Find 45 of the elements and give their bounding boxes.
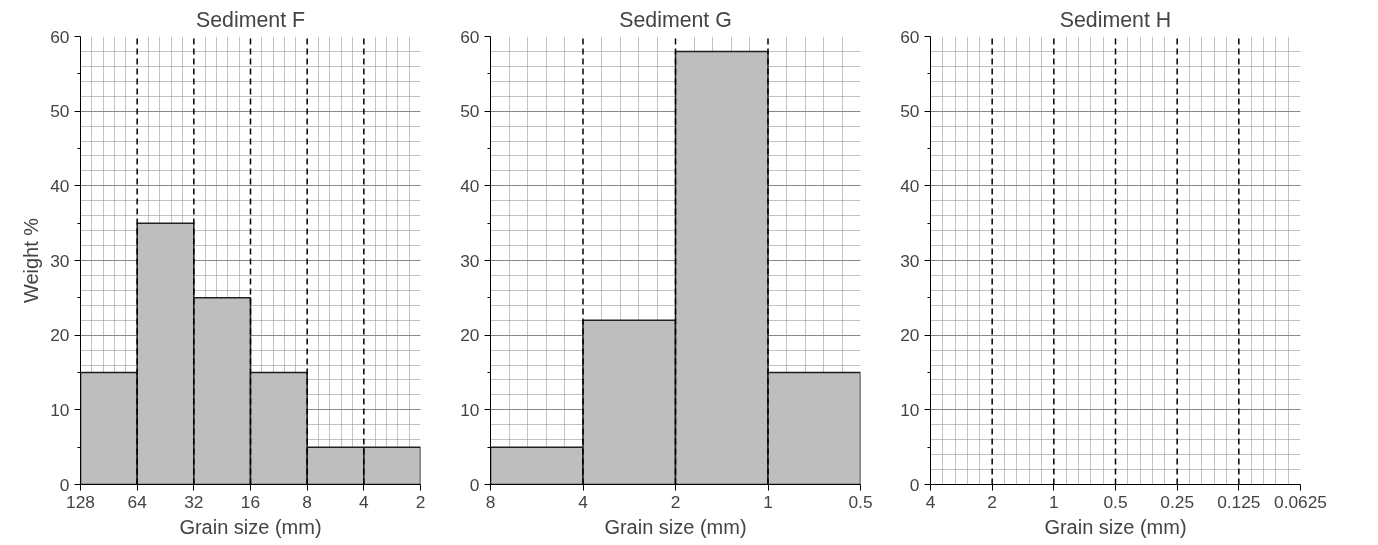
x-tick-label: 2 [415, 491, 426, 512]
y-tick-label: 50 [460, 101, 480, 122]
x-tick-label: 64 [127, 491, 148, 512]
x-tick-label: 0.5 [1103, 491, 1128, 512]
y-tick-label: 40 [900, 175, 920, 196]
x-tick-label: 4 [578, 491, 589, 512]
y-tick-label: 40 [50, 175, 70, 196]
y-tick-label: 30 [460, 250, 480, 271]
x-tick-label: 8 [302, 491, 312, 512]
y-axis-title: Weight % [20, 217, 43, 304]
chart-title: Sediment F [195, 7, 306, 32]
y-tick-label: 10 [50, 399, 70, 420]
x-tick-label: 4 [925, 491, 936, 512]
x-tick-label: 1 [763, 491, 773, 512]
y-tick-label: 20 [900, 325, 920, 346]
y-tick-label: 0 [909, 474, 920, 495]
y-tick-label: 40 [460, 175, 480, 196]
y-tick-label: 50 [900, 101, 920, 122]
x-tick-label: 1 [1049, 491, 1059, 512]
y-tick-label: 20 [50, 325, 70, 346]
y-tick-label: 60 [460, 26, 480, 47]
x-tick-label: 0.0625 [1274, 491, 1327, 512]
y-tick-label: 50 [50, 101, 70, 122]
chart-title: Sediment H [1059, 7, 1172, 32]
y-tick-label: 10 [900, 399, 920, 420]
x-axis-title: Grain size (mm) [1044, 515, 1187, 538]
x-tick-label: 0.5 [848, 491, 873, 512]
x-tick-label: 16 [240, 491, 261, 512]
y-tick-label: 30 [900, 250, 920, 271]
x-tick-label: 0.125 [1217, 491, 1261, 512]
y-tick-label: 10 [460, 399, 480, 420]
x-tick-label: 2 [987, 491, 997, 512]
x-axis-title: Grain size (mm) [604, 515, 747, 538]
y-tick-label: 60 [50, 26, 70, 47]
y-tick-label: 30 [50, 250, 70, 271]
x-tick-label: 32 [184, 491, 204, 512]
x-axis-title: Grain size (mm) [179, 515, 322, 538]
x-tick-label: 0.25 [1160, 491, 1195, 512]
x-tick-label: 8 [485, 491, 496, 512]
y-tick-label: 60 [900, 26, 920, 47]
y-tick-label: 0 [469, 474, 480, 495]
x-tick-label: 2 [670, 491, 681, 512]
chart-title: Sediment G [619, 7, 732, 32]
y-tick-label: 20 [460, 325, 480, 346]
x-tick-label: 4 [359, 491, 370, 512]
